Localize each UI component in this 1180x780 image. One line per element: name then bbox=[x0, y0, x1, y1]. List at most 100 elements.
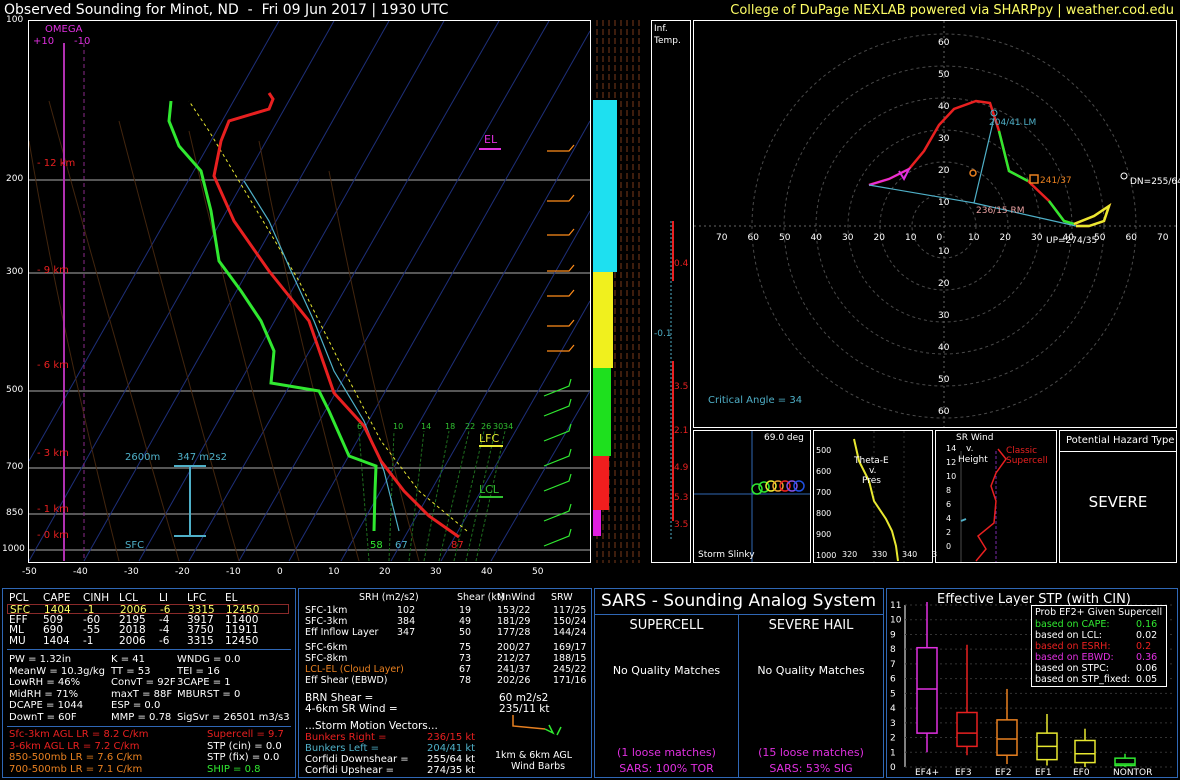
sounding-title: Observed Sounding for Minot, ND - Fri 09… bbox=[4, 2, 449, 18]
thetae-y-tick: 700 bbox=[816, 488, 832, 497]
stp-panel: Effective Layer STP (with CIN) 11 10 9 8 7 6 5… bbox=[886, 588, 1178, 778]
temp-tick: 0 bbox=[277, 567, 283, 577]
index-value: TT = 53 bbox=[111, 665, 151, 677]
lapse-rate: 3-6km AGL LR = 7.2 C/km bbox=[9, 740, 140, 752]
sars-hail-loose: (15 loose matches) bbox=[758, 746, 864, 759]
hodo-x-label: 60 bbox=[1125, 233, 1137, 243]
stp-box bbox=[956, 711, 978, 748]
height-label-12km: - 12 km bbox=[37, 158, 76, 169]
mixing-ratio-label: 30 bbox=[493, 422, 503, 431]
thetae-title3: Pres bbox=[862, 476, 881, 486]
thetae-x-tick: 320 bbox=[842, 550, 858, 559]
stp-y-tick: 4 bbox=[890, 704, 896, 714]
height-label-3km: - 3 km bbox=[37, 448, 69, 459]
downshear-label: DN=255/64 bbox=[1130, 177, 1180, 187]
parcel-cell: 11911 bbox=[225, 624, 259, 636]
parcel-col-header: CAPE bbox=[43, 592, 71, 604]
thetae-plot bbox=[853, 431, 905, 562]
omega-plus-label: +10 bbox=[33, 36, 55, 47]
parcel-col-header: PCL bbox=[9, 592, 29, 604]
hodo-y-label: 20 bbox=[938, 166, 950, 176]
prob-value: 0.36 bbox=[1136, 652, 1158, 663]
slinky-plot bbox=[694, 431, 810, 562]
parcel-row[interactable]: EFF 509 -60 2195 -4 3917 11400 bbox=[7, 613, 289, 626]
parcel-cell: -1 bbox=[83, 634, 94, 647]
index-value: TEI = 16 bbox=[177, 665, 220, 677]
stp-category-label: EF3 bbox=[955, 768, 972, 777]
sfc-wetbulb-label: 67 bbox=[395, 540, 408, 551]
parcel-cell: 3917 bbox=[187, 613, 214, 626]
brn-label: BRN Shear = bbox=[305, 692, 374, 704]
prob-ef2-box: Prob EF2+ Given Supercell based on CAPE:… bbox=[1031, 605, 1167, 687]
storm-slinky-panel: 69.0 deg Storm Slinky bbox=[693, 430, 811, 563]
srwind-y-tick: 0 bbox=[946, 542, 952, 551]
height-label-9km: - 9 km bbox=[37, 265, 69, 276]
temp-tick: -20 bbox=[175, 567, 190, 577]
stp-box bbox=[1114, 757, 1136, 767]
mean-wind-label: 241/37 bbox=[1040, 176, 1072, 186]
hodo-y-label: 40 bbox=[938, 102, 950, 112]
thetae-title1: Theta-E bbox=[854, 456, 889, 466]
stp-title: Effective Layer STP (with CIN) bbox=[937, 592, 1131, 607]
mixing-ratio-label: 34 bbox=[503, 422, 513, 431]
thetae-x-tick: 3 bbox=[932, 550, 938, 559]
prob-label: based on CAPE: bbox=[1035, 619, 1110, 630]
temp-tick: 20 bbox=[379, 567, 391, 577]
temp-tick: -30 bbox=[124, 567, 139, 577]
index-value: LowRH = 46% bbox=[9, 677, 81, 688]
barb-label2: Wind Barbs bbox=[511, 761, 566, 772]
kin-cell: 49 bbox=[459, 616, 472, 627]
kin-col-header: SRH (m2/s2) bbox=[359, 592, 419, 603]
thetae-x-tick: 340 bbox=[902, 550, 918, 559]
stp-y-tick: 6 bbox=[890, 675, 896, 685]
parcel-cell: -60 bbox=[83, 613, 101, 626]
hodo-x-label: 40 bbox=[1062, 233, 1074, 243]
temp-tick: 10 bbox=[328, 567, 340, 577]
prob-label: based on EBWD: bbox=[1035, 652, 1114, 663]
kin-cell: 50 bbox=[459, 627, 472, 638]
parcel-cell: 1404 bbox=[43, 634, 70, 647]
srwind-y-tick: 4 bbox=[946, 514, 952, 523]
parcel-row[interactable]: ML 690 -55 2018 -4 3750 11911 bbox=[7, 624, 289, 636]
hodo-x-label: 50 bbox=[1094, 233, 1106, 243]
parcel-row[interactable]: MU 1404 -1 2006 -6 3315 12450 bbox=[7, 634, 289, 647]
lapse-rate: 850-500mb LR = 7.6 C/km bbox=[9, 752, 143, 763]
parcel-row[interactable]: SFC 1404 -1 2006 -6 3315 12450 bbox=[7, 604, 289, 616]
parcel-table-panel: PCL CAPE CINH LCL LI LFC EL SFC 1404 -1 2006 -6 331… bbox=[2, 588, 296, 778]
kin-cell: Eff Shear (EBWD) bbox=[305, 675, 388, 686]
kin-cell: SFC-8km bbox=[305, 653, 348, 664]
parcel-cell: 1404 bbox=[44, 604, 71, 616]
kin-cell: 202/26 bbox=[497, 675, 531, 686]
hodo-y-label: 30 bbox=[938, 311, 950, 321]
temperature-profile bbox=[212, 92, 460, 539]
vector-value: 274/35 kt bbox=[427, 765, 476, 776]
temp-tick: 30 bbox=[430, 567, 442, 577]
stp-y-tick: 1 bbox=[890, 748, 896, 758]
sars-title: SARS - Sounding Analog System bbox=[601, 591, 877, 611]
kin-cell: 150/24 bbox=[553, 616, 587, 627]
vector-value: 255/64 kt bbox=[427, 754, 476, 765]
srwind-y-tick: 6 bbox=[946, 500, 952, 509]
thetae-y-tick: 600 bbox=[816, 467, 832, 476]
ptick-500: 500 bbox=[6, 385, 24, 395]
index-value: maxT = 88F bbox=[111, 688, 173, 700]
el-label: EL bbox=[484, 133, 498, 146]
parcel-cell: -6 bbox=[159, 634, 170, 647]
hodo-y-label: 60 bbox=[938, 38, 950, 48]
vector-label: Corfidi Upshear = bbox=[305, 765, 394, 776]
sars-sc-match: No Quality Matches bbox=[612, 664, 721, 677]
slinky-label: Storm Slinky bbox=[698, 550, 755, 560]
credit-text: College of DuPage NEXLAB powered via SHA… bbox=[730, 3, 1174, 18]
index-value: DownT = 60F bbox=[9, 711, 77, 723]
barb-label1: 1km & 6km AGL bbox=[495, 750, 573, 761]
composite-index: SHIP = 0.8 bbox=[207, 763, 261, 775]
inf-temp-title2: Temp. bbox=[654, 36, 681, 46]
agl-wind-barbs bbox=[512, 715, 562, 736]
kin-cell: SFC-1km bbox=[305, 605, 348, 616]
kin-cell: 245/22 bbox=[553, 664, 587, 675]
thetae-panel: Theta-E v. Pres 500 600 700 800 900 1000 320 3… bbox=[813, 430, 937, 563]
parcel-col-header: CINH bbox=[83, 592, 110, 604]
thetae-y-tick: 900 bbox=[816, 530, 832, 539]
stp-y-tick: 0 bbox=[890, 763, 896, 773]
kin-cell: 117/25 bbox=[553, 605, 587, 616]
